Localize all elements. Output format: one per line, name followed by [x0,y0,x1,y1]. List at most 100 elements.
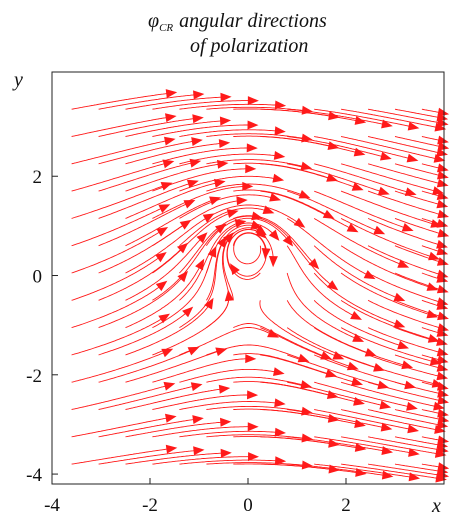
stream-line [367,163,444,185]
stream-line [152,199,243,247]
stream-line [260,354,358,384]
stream-line [71,139,171,165]
stream-arrowhead [436,301,449,310]
stream-line [152,124,253,137]
stream-line [152,211,234,274]
stream-line [368,136,443,155]
stream-arrowhead [298,190,311,199]
stream-line [152,185,248,219]
stream-line [394,245,444,264]
stream-line [367,272,444,304]
stream-line [125,120,226,137]
stream-arrowhead [248,452,259,462]
stream-arrowhead [406,153,419,163]
stream-arrowhead [162,159,175,169]
stream-line [206,217,291,246]
stream-line [313,245,401,300]
stream-line [125,163,224,192]
stream-arrowhead [355,468,367,477]
stream-arrowhead [332,351,345,360]
stream-line [205,222,277,274]
stream-line [125,181,221,219]
stream-line [313,218,405,267]
stream-arrowhead [328,438,340,448]
stream-arrowhead [353,147,366,157]
stream-arrowhead [397,259,410,268]
stream-line [152,456,254,465]
x-tick-label: 0 [243,495,253,516]
stream-line [340,381,440,408]
stream-arrowhead [326,173,339,182]
stream-arrowhead [437,311,449,321]
stream-arrowhead [273,151,286,160]
stream-line [71,184,168,219]
stream-arrowhead [351,377,363,386]
stream-line [260,463,362,474]
stream-line [394,136,444,148]
stream-line [179,430,281,438]
stream-arrowhead [245,164,257,174]
stream-arrowhead [193,446,205,456]
stream-arrowhead [274,100,287,110]
stream-arrowhead [401,360,414,370]
stream-line [368,463,444,477]
stream-line [179,194,276,219]
stream-arrowhead [379,400,392,410]
stream-arrowhead [297,353,310,363]
stream-arrowhead [436,257,449,266]
stream-lines [71,92,445,480]
stream-line [341,108,441,129]
stream-line [394,463,443,473]
stream-arrowhead [428,251,440,261]
stream-line [206,133,308,140]
stream-line [233,232,267,265]
stream-line [314,108,415,128]
stream-line [125,388,225,410]
stream-arrowhead [182,306,194,318]
stream-arrowhead [328,464,340,474]
stream-arrowhead [255,228,267,239]
stream-arrowhead [217,236,227,248]
stream-line [368,436,444,451]
stream-line [71,206,166,247]
x-tick-label: -4 [44,495,60,516]
stream-line [125,96,227,110]
stream-arrowhead [192,415,204,424]
stream-arrowhead [373,225,386,235]
stream-line [71,116,172,137]
stream-arrowhead [156,227,169,237]
stream-arrowhead [432,186,444,195]
stream-line [206,183,306,197]
stream-arrowhead [164,136,176,146]
stream-arrowhead [247,120,259,130]
stream-arrowhead [437,228,450,238]
stream-arrowhead [436,347,449,357]
stream-arrowhead [426,282,439,291]
stream-arrowhead [326,390,339,399]
stream-arrowhead [322,209,335,219]
stream-line [71,229,164,274]
stream-line [98,201,191,247]
y-tick-label: 0 [33,267,43,288]
stream-arrowhead [352,333,365,342]
stream-arrowhead [186,179,199,189]
stream-arrowhead [160,182,173,191]
stream-arrowhead [223,232,234,244]
stream-line [394,409,444,421]
y-tick-label: -2 [26,366,42,387]
stream-arrowhead [220,92,232,102]
stream-arrowhead [427,334,440,343]
stream-arrowhead [218,384,231,394]
stream-line [71,92,172,110]
stream-line [340,327,437,363]
stream-line [314,436,415,454]
stream-arrowhead [230,263,240,275]
stream-line [98,246,185,301]
stream-line [394,272,444,292]
stream-line [260,108,361,122]
stream-arrowhead [346,361,359,371]
stream-arrowhead [436,355,449,364]
stream-line [367,299,444,330]
x-axis-label: x [431,495,441,517]
stream-arrowhead [353,397,365,406]
